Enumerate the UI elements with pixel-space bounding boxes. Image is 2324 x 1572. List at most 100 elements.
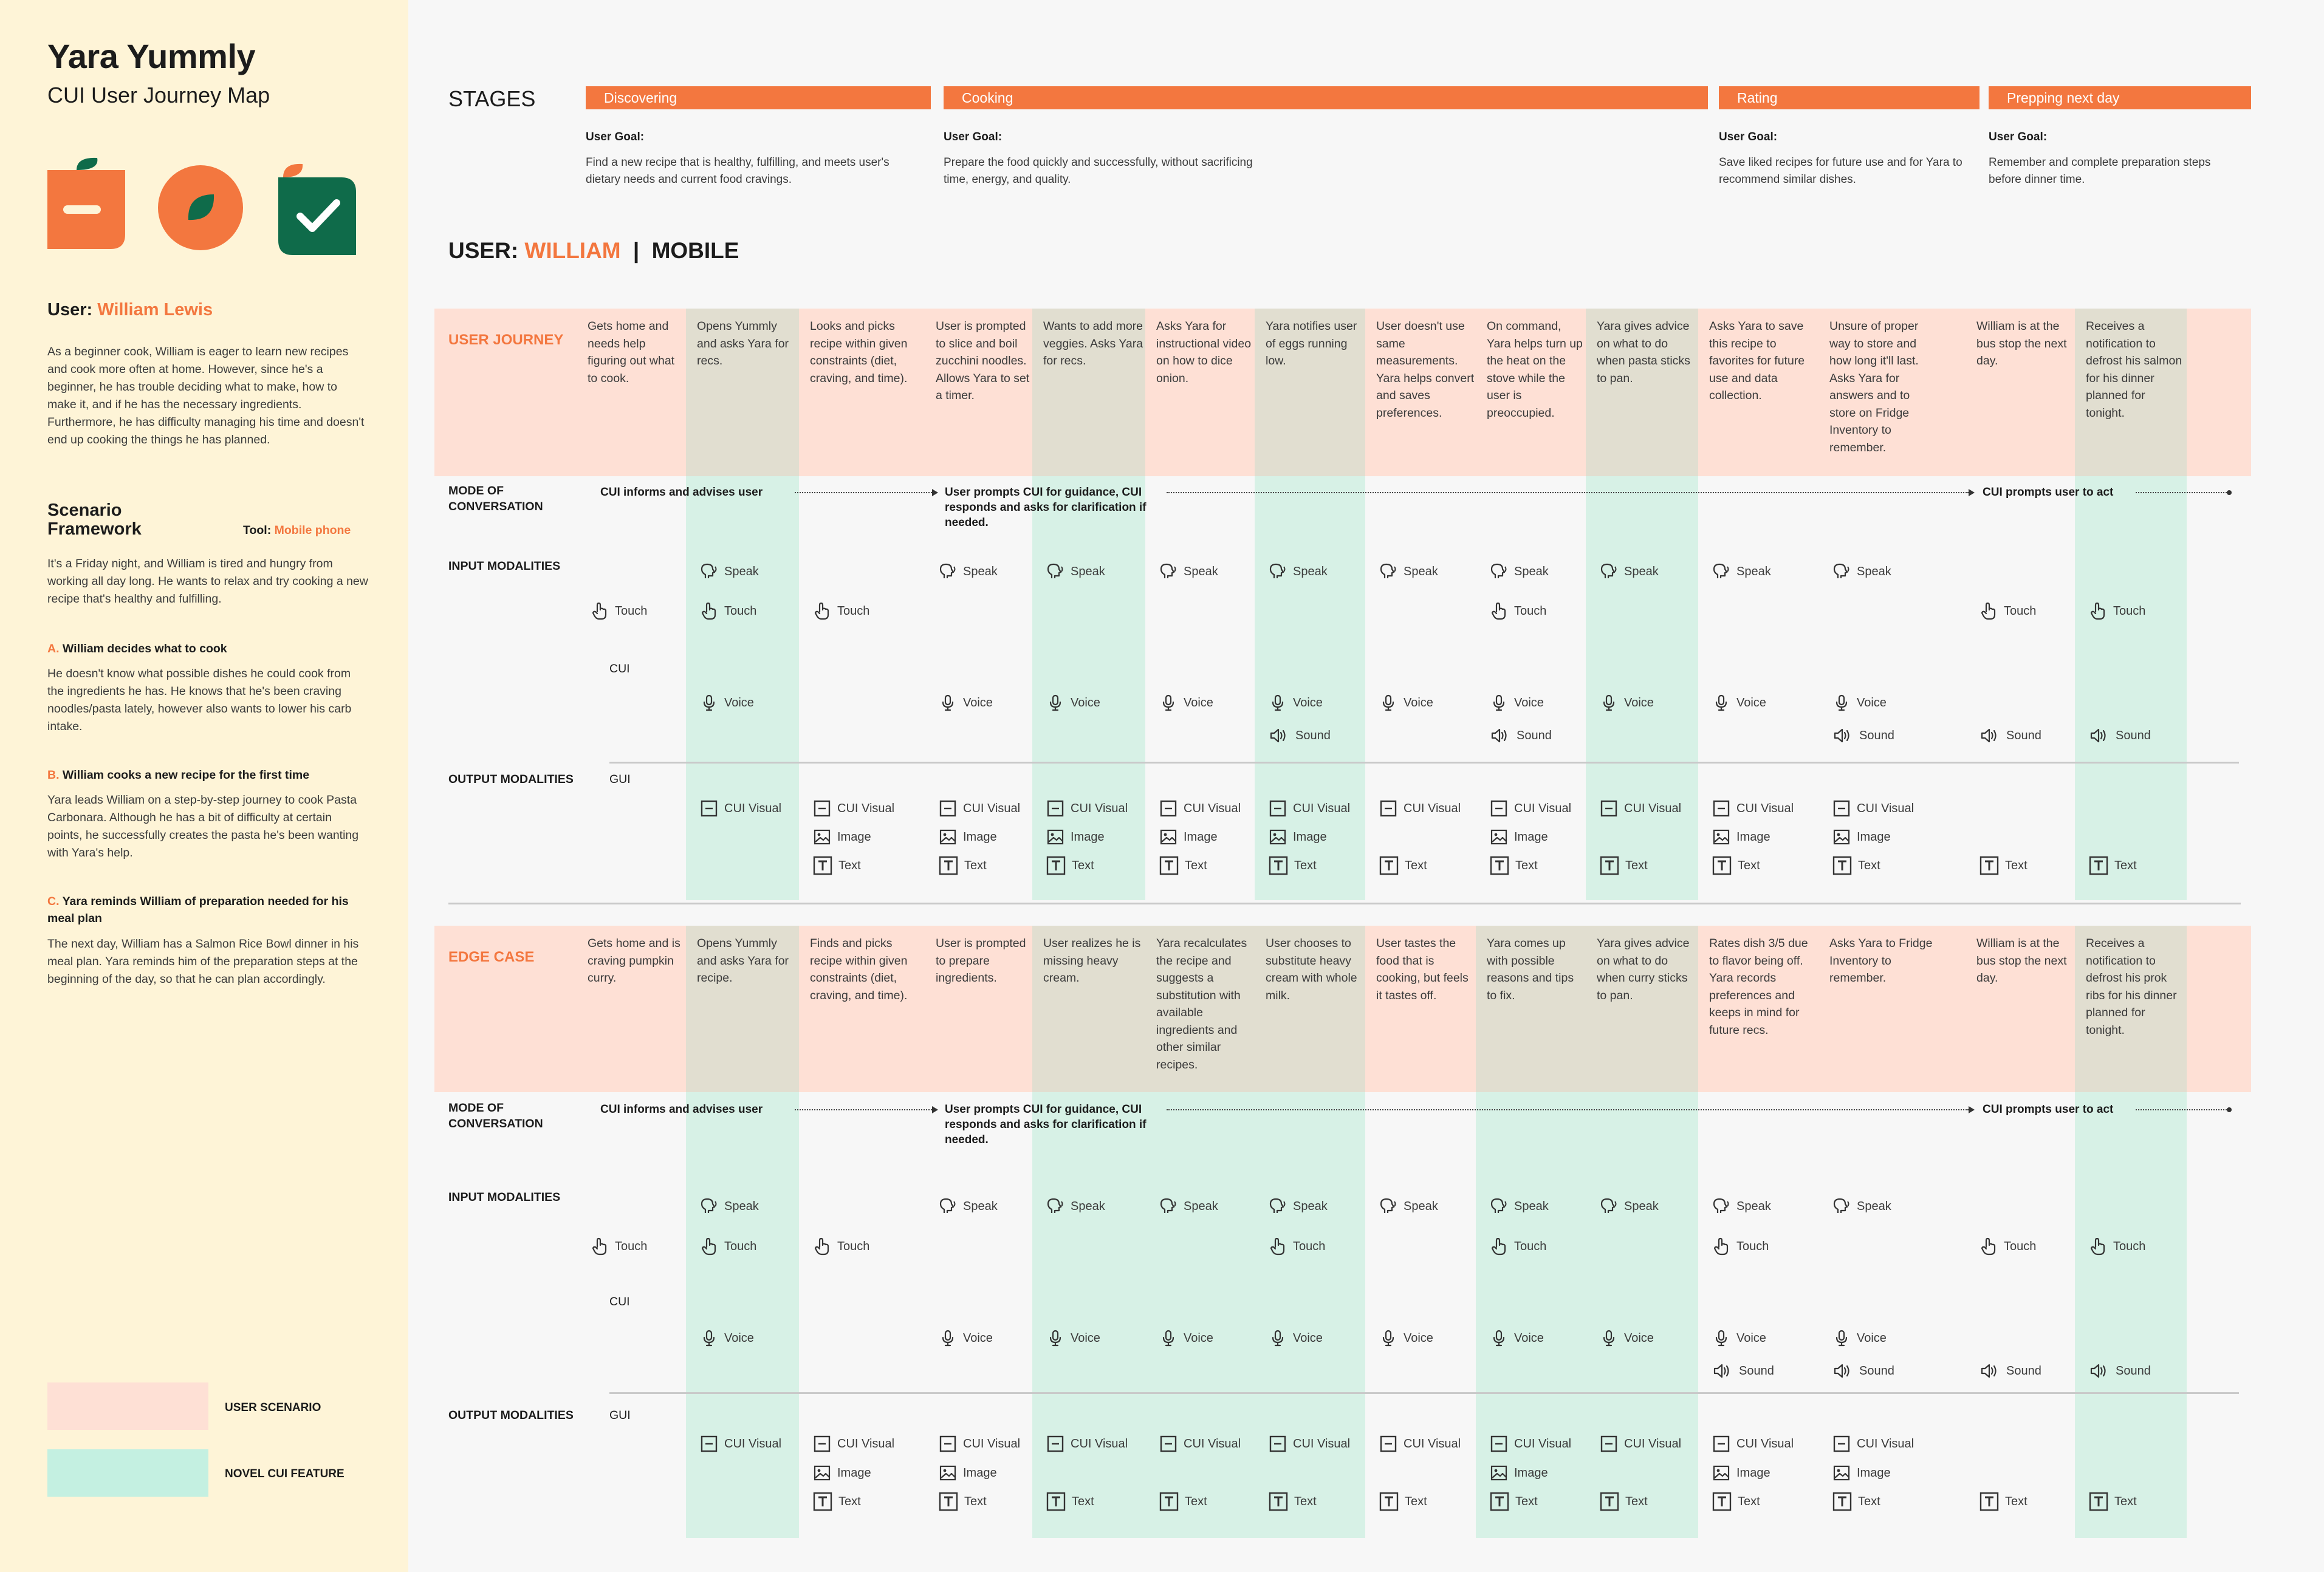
voice-icon bbox=[1712, 694, 1730, 712]
journey-cui-gui-divider bbox=[609, 762, 2239, 764]
cui-visual-icon bbox=[1600, 799, 1618, 818]
image-icon bbox=[1832, 828, 1851, 846]
edge-step-8-output-image: Image bbox=[1490, 1464, 1548, 1482]
edge-step-4-output-cui_visual: CUI Visual bbox=[1046, 1435, 1128, 1453]
goal-label-discovering: User Goal: bbox=[586, 131, 645, 143]
text-icon bbox=[2089, 856, 2108, 875]
edge-step-11-output-text: Text bbox=[1832, 1492, 1880, 1511]
voice-icon bbox=[1046, 1329, 1064, 1347]
cui-visual-icon bbox=[1269, 799, 1287, 818]
scenario-a-title-text: William decides what to cook bbox=[62, 642, 227, 655]
journey-step-5-input-speak: Speak bbox=[1159, 562, 1218, 581]
edge-step-8-input-speak: Speak bbox=[1490, 1197, 1549, 1215]
image-icon bbox=[1490, 1464, 1508, 1482]
edge-step-10-input-voice-label: Voice bbox=[1736, 1331, 1766, 1345]
image-icon bbox=[1712, 828, 1730, 846]
image-icon bbox=[1832, 1464, 1851, 1482]
journey-step-10-input-voice: Voice bbox=[1712, 694, 1766, 712]
journey-step-3-input-speak-label: Speak bbox=[963, 564, 998, 578]
edge-mode-dotted-line-3 bbox=[2136, 1109, 2227, 1110]
journey-step-3-input-speak: Speak bbox=[939, 562, 998, 581]
voice-icon bbox=[939, 694, 957, 712]
edge-step-11-input-sound: Sound bbox=[1832, 1362, 1894, 1380]
edge-step-3-input-speak: Speak bbox=[939, 1197, 998, 1215]
text-icon bbox=[1712, 1492, 1732, 1511]
text-icon bbox=[1159, 856, 1179, 875]
green-check-logo-icon bbox=[278, 163, 356, 255]
touch-icon bbox=[700, 602, 718, 620]
journey-step-0-input-touch: Touch bbox=[591, 602, 647, 620]
text-icon bbox=[813, 1492, 832, 1511]
text-icon bbox=[1159, 1492, 1179, 1511]
stage-prepping: Prepping next day bbox=[1989, 86, 2251, 109]
cui-visual-icon bbox=[700, 799, 718, 818]
sound-icon bbox=[2089, 726, 2110, 745]
journey-step-6-output-text: Text bbox=[1269, 856, 1317, 875]
goal-label-prepping: User Goal: bbox=[1989, 131, 2048, 143]
goal-label-rating: User Goal: bbox=[1719, 131, 1778, 143]
edge-step-4-input-speak-label: Speak bbox=[1071, 1199, 1105, 1213]
journey-step-3-output-cui_visual: CUI Visual bbox=[939, 799, 1020, 818]
journey-step-11-input-voice: Voice bbox=[1832, 694, 1887, 712]
edge-step-1-input-speak: Speak bbox=[700, 1197, 759, 1215]
speak-icon bbox=[939, 1197, 957, 1215]
text-icon bbox=[813, 856, 832, 875]
edge-step-2-text: Finds and picks recipe within given cons… bbox=[810, 937, 908, 1002]
journey-step-1-input-voice: Voice bbox=[700, 694, 754, 712]
edge-step-5-output-cui_visual: CUI Visual bbox=[1159, 1435, 1241, 1453]
edge-step-2-output-image: Image bbox=[813, 1464, 871, 1482]
speak-icon bbox=[700, 562, 718, 581]
journey-mode-user-prompts: User prompts CUI for guidance, CUI respo… bbox=[945, 486, 1147, 529]
edge-mode-arrow-2 bbox=[1969, 1106, 1975, 1113]
edge-step-7-output-text-label: Text bbox=[1405, 1494, 1427, 1508]
journey-overlap-cell-1 bbox=[686, 309, 799, 476]
speak-icon bbox=[1046, 1197, 1064, 1215]
sound-icon bbox=[1269, 726, 1289, 745]
journey-step-13-input-touch-label: Touch bbox=[2113, 604, 2146, 618]
journey-step-6-input-speak-label: Speak bbox=[1293, 564, 1328, 578]
journey-step-12-output-text-label: Text bbox=[2005, 858, 2028, 872]
journey-step-5-text: Asks Yara for instructional video on how… bbox=[1156, 320, 1252, 385]
legend-swatch-novel bbox=[47, 1449, 208, 1497]
sound-icon bbox=[1490, 726, 1510, 745]
image-icon bbox=[813, 828, 831, 846]
speak-icon bbox=[1379, 562, 1397, 581]
cui-visual-icon bbox=[1159, 799, 1177, 818]
journey-mode-dotted-line-3 bbox=[2136, 492, 2227, 493]
journey-step-11-output-text: Text bbox=[1832, 856, 1880, 875]
journey-step-4-input-speak: Speak bbox=[1046, 562, 1105, 581]
speak-icon bbox=[700, 1197, 718, 1215]
journey-step-6-input-speak: Speak bbox=[1269, 562, 1328, 581]
edge-step-11-output-image: Image bbox=[1832, 1464, 1891, 1482]
edge-step-11-output-cui_visual-label: CUI Visual bbox=[1857, 1437, 1914, 1451]
scenario-b-title: B. William cooks a new recipe for the fi… bbox=[47, 767, 369, 784]
journey-step-10-output-cui_visual-label: CUI Visual bbox=[1736, 801, 1794, 815]
journey-step-5-output-text: Text bbox=[1159, 856, 1207, 875]
cui-visual-icon bbox=[1832, 1435, 1851, 1453]
journey-step-10-output-image-label: Image bbox=[1736, 830, 1770, 844]
journey-step-3-output-text: Text bbox=[939, 856, 987, 875]
goal-rating: Save liked recipes for future use and fo… bbox=[1719, 156, 1962, 186]
touch-icon bbox=[2089, 1237, 2107, 1256]
edge-step-0-input-touch: Touch bbox=[591, 1237, 647, 1256]
scenario-c-text: The next day, William has a Salmon Rice … bbox=[47, 937, 359, 986]
journey-input-modalities-label: INPUT MODALITIES bbox=[448, 559, 561, 573]
user-name: William Lewis bbox=[97, 300, 213, 320]
cui-visual-icon bbox=[813, 1435, 831, 1453]
journey-step-5-output-image: Image bbox=[1159, 828, 1218, 846]
sound-icon bbox=[1832, 1362, 1853, 1380]
edge-step-9-input-speak: Speak bbox=[1600, 1197, 1659, 1215]
edge-step-10-input-sound: Sound bbox=[1712, 1362, 1774, 1380]
edge-step-6-input-speak-label: Speak bbox=[1293, 1199, 1328, 1213]
edge-step-10-input-touch-label: Touch bbox=[1736, 1239, 1769, 1253]
speak-icon bbox=[1600, 562, 1618, 581]
edge-step-6-text: User chooses to substitute heavy cream w… bbox=[1266, 937, 1357, 1002]
journey-step-8-input-speak: Speak bbox=[1490, 562, 1549, 581]
scenario-text: It's a Friday night, and William is tire… bbox=[47, 557, 368, 606]
journey-step-8-output-image-label: Image bbox=[1514, 830, 1548, 844]
scenario-a-text: He doesn't know what possible dishes he … bbox=[47, 667, 352, 733]
journey-step-10-input-voice-label: Voice bbox=[1736, 695, 1766, 709]
speak-icon bbox=[1490, 1197, 1508, 1215]
journey-step-1-input-speak-label: Speak bbox=[724, 564, 759, 578]
sidebar: Yara Yummly CUI User Journey Map User: W… bbox=[0, 0, 408, 1572]
